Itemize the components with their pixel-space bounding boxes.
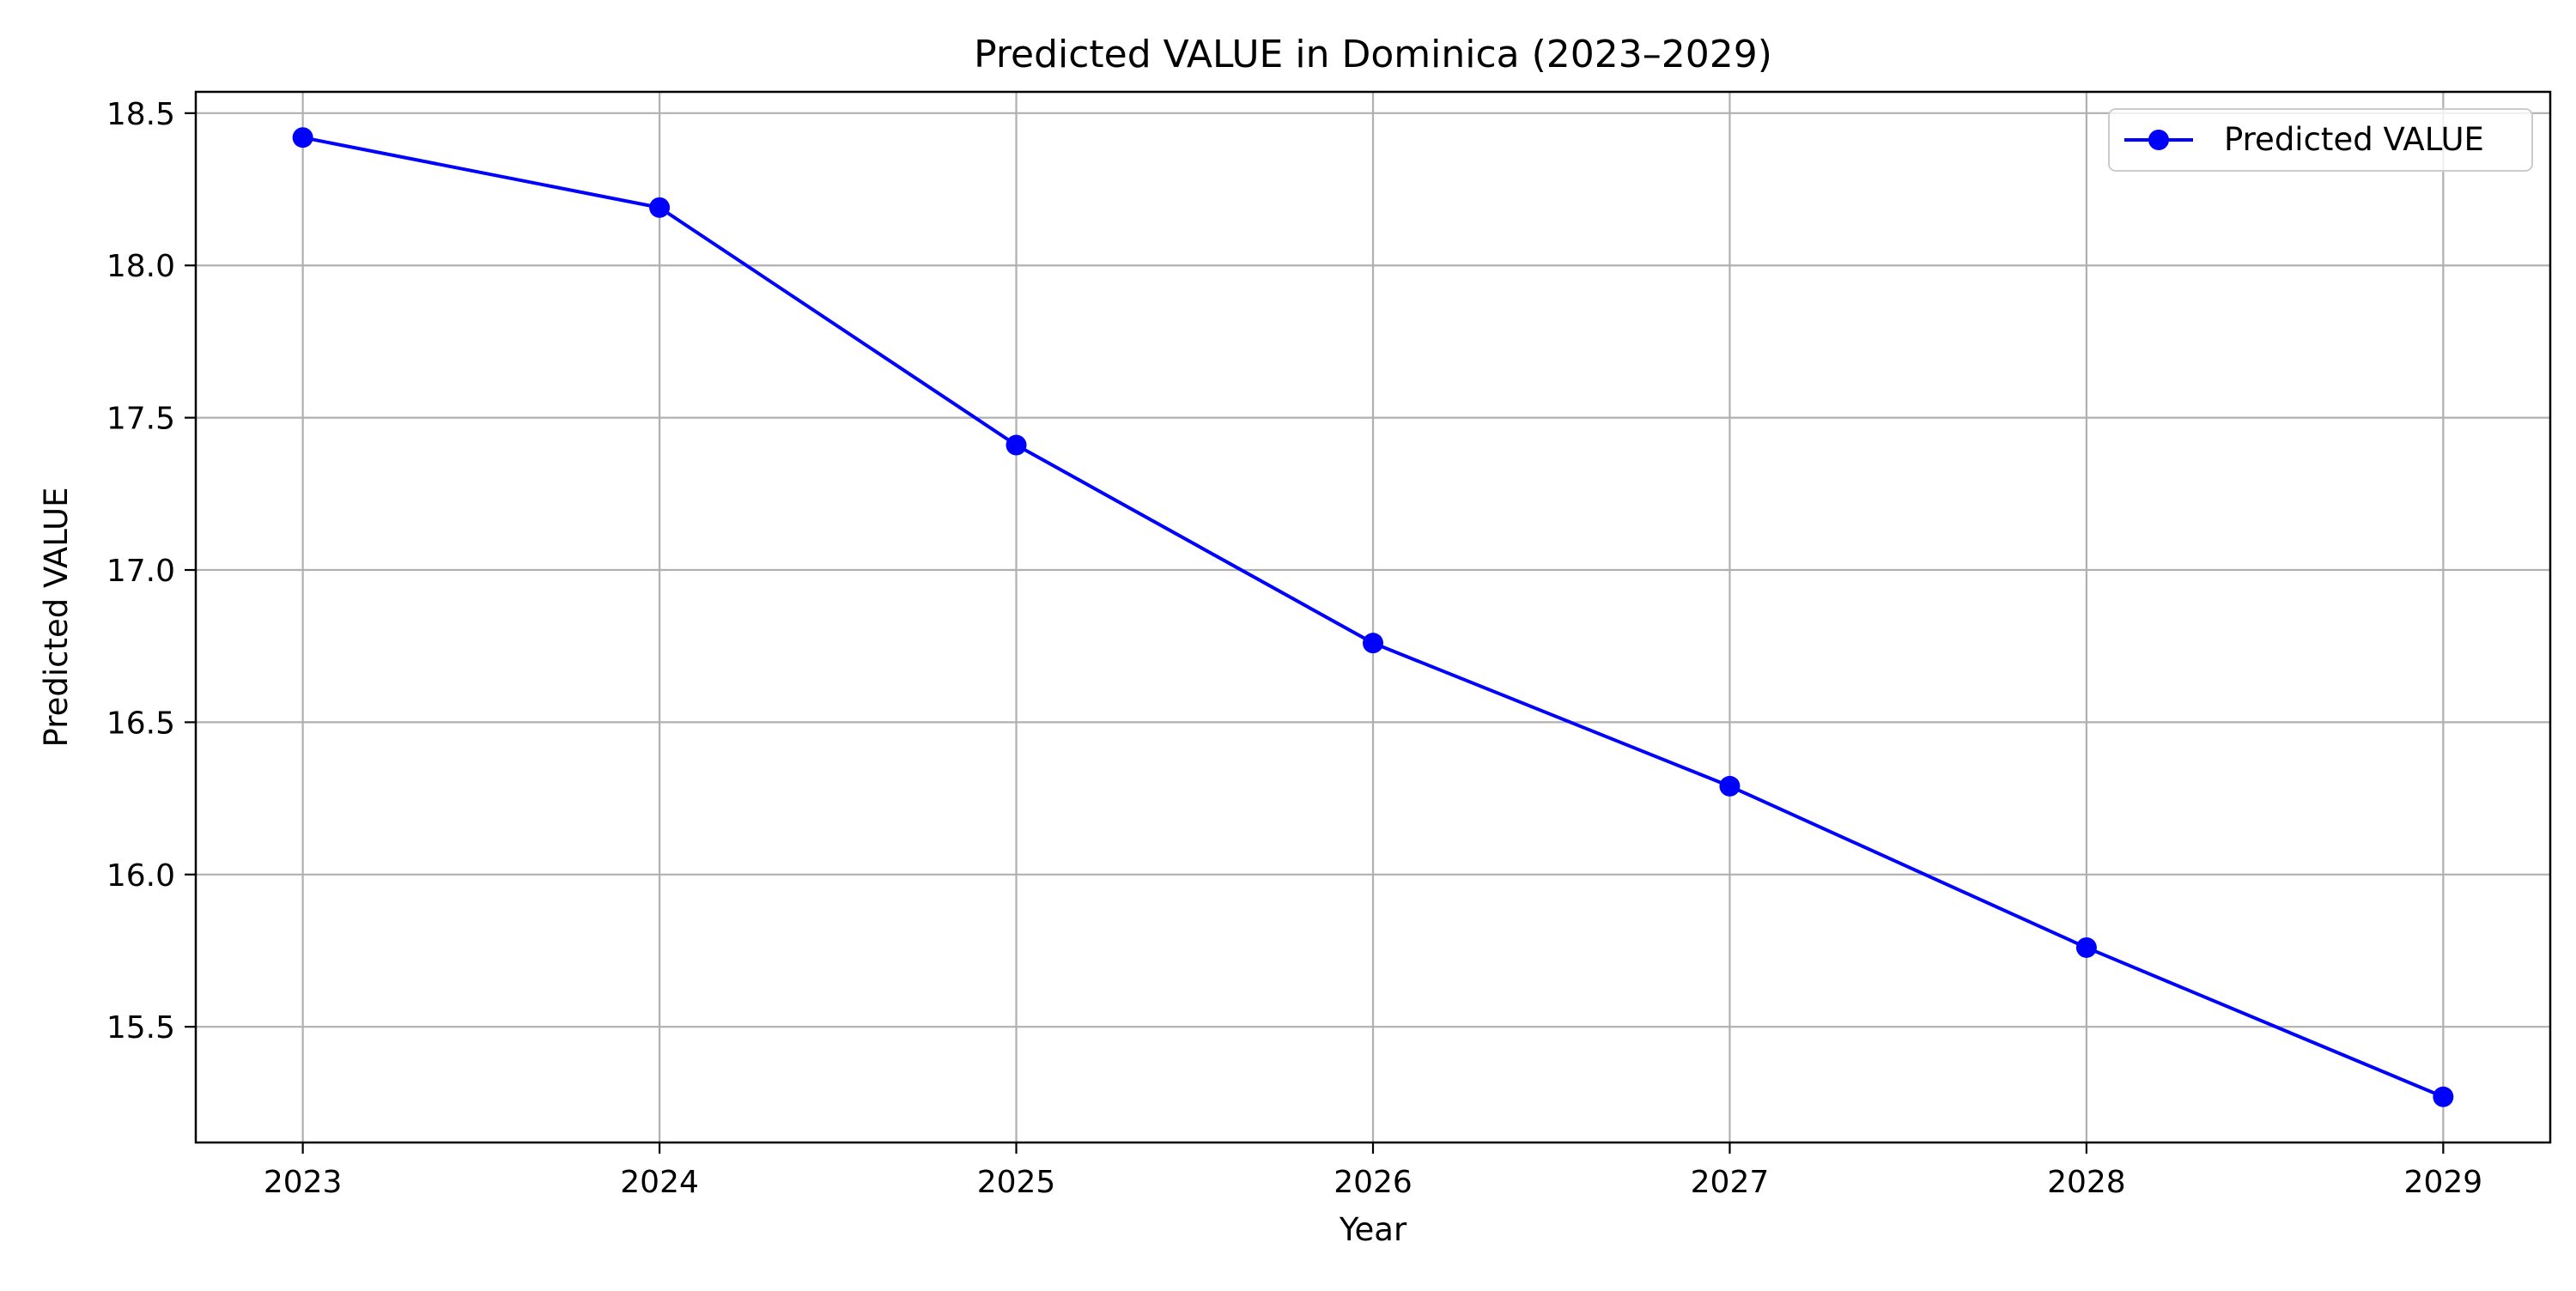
y-tick-label: 16.5: [106, 706, 175, 741]
tick-layer: 2023 2024 2025 2026 2027 2028 2029 15.5 16.0 16.5…: [106, 97, 2482, 1200]
y-tick-label: 18.0: [106, 249, 175, 284]
y-tick-label: 17.5: [106, 402, 175, 437]
legend-label: Predicted VALUE: [2224, 121, 2484, 158]
chart-title: Predicted VALUE in Dominica (2023–2029): [974, 33, 1772, 76]
data-point: [1719, 775, 1741, 797]
x-tick-label: 2025: [977, 1165, 1056, 1200]
y-tick-label: 16.0: [106, 858, 175, 894]
x-tick-label: 2024: [620, 1165, 699, 1200]
y-tick-label: 17.0: [106, 554, 175, 589]
data-point: [292, 127, 313, 148]
x-tick-label: 2023: [264, 1165, 343, 1200]
grid-layer: [196, 92, 2550, 1143]
data-point: [2433, 1086, 2454, 1107]
x-tick-label: 2029: [2404, 1165, 2483, 1200]
data-point: [1005, 434, 1027, 456]
legend-box: [2108, 108, 2533, 172]
y-axis-label: Predicted VALUE: [38, 488, 75, 748]
x-tick-label: 2027: [1691, 1165, 1770, 1200]
legend-marker-swatch: [2148, 130, 2169, 150]
data-point: [1363, 633, 1383, 654]
y-tick-label: 15.5: [106, 1010, 175, 1046]
x-tick-label: 2028: [2047, 1165, 2126, 1200]
legend: Predicted VALUE: [2108, 108, 2533, 172]
marker-layer: [292, 127, 2454, 1107]
x-tick-label: 2026: [1334, 1165, 1413, 1200]
y-tick-label: 18.5: [106, 97, 175, 132]
x-axis-label: Year: [1339, 1211, 1407, 1248]
data-point: [649, 197, 671, 218]
data-point: [2075, 936, 2097, 958]
